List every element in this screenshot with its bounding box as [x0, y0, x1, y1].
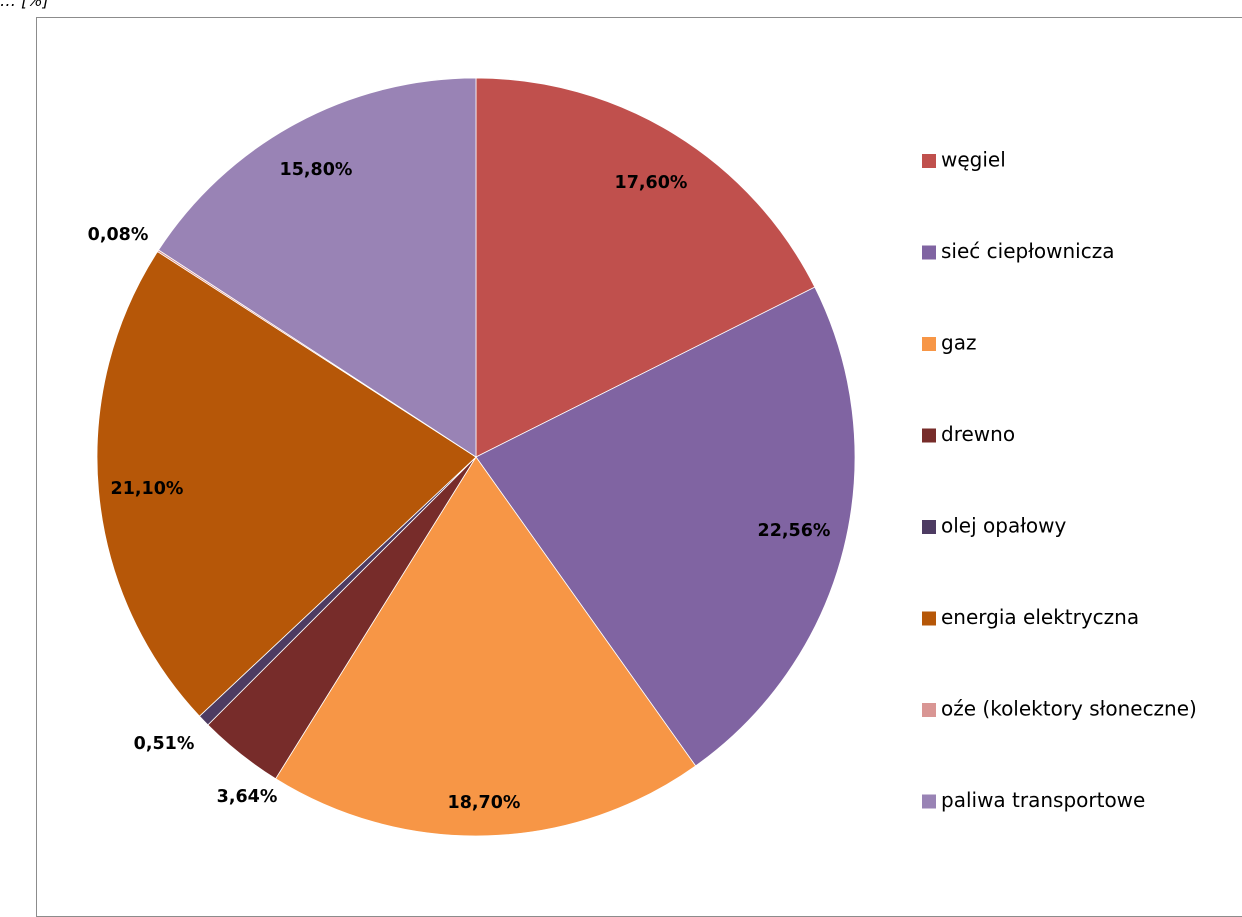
- data-label-paliwa-transportowe: 15,80%: [280, 160, 353, 180]
- pie-slices: [96, 77, 856, 837]
- pie-slice-paliwa-transportowe: [158, 77, 477, 458]
- legend-label-drewno: drewno: [941, 422, 1015, 446]
- legend-label-siec-cieplownicza: sieć ciepłownicza: [941, 239, 1114, 263]
- data-label-energia-elektryczna: 21,10%: [111, 479, 184, 499]
- legend-label-oze-kolektory-sloneczne: oźe (kolektory słoneczne): [941, 697, 1197, 721]
- legend-label-energia-elektryczna: energia elektryczna: [941, 605, 1139, 629]
- legend-swatch-oze-kolektory-sloneczne: [922, 703, 936, 717]
- data-label-oze-kolektory-sloneczne: 0,08%: [88, 225, 149, 245]
- data-label-gaz: 18,70%: [448, 793, 521, 813]
- pie-slice-siec-cieplownicza: [475, 286, 856, 767]
- legend-swatch-drewno: [922, 428, 936, 443]
- data-label-wegiel: 17,60%: [615, 173, 688, 193]
- pie-slice-energia-elektryczna: [96, 250, 477, 717]
- legend-swatch-siec-cieplownicza: [922, 245, 936, 260]
- legend-swatch-gaz: [922, 337, 936, 351]
- legend-swatch-olej-opalowy: [922, 520, 936, 534]
- legend-swatch-paliwa-transportowe: [922, 794, 936, 809]
- pie-slice-gaz: [275, 456, 697, 837]
- data-label-siec-cieplownicza: 22,56%: [758, 521, 831, 541]
- legend-swatch-wegiel: [922, 154, 936, 168]
- data-label-olej-opalowy: 0,51%: [134, 734, 195, 754]
- pie-slice-wegiel: [475, 77, 816, 458]
- legend-label-wegiel: węgiel: [941, 148, 1006, 172]
- legend: węgiel sieć ciepłownicza gaz drewno olej opa…: [922, 148, 1197, 812]
- data-labels: 17,60% 22,56% 18,70% 3,64% 0,51% 21,10% 0,08% 1…: [88, 160, 831, 813]
- legend-label-paliwa-transportowe: paliwa transportowe: [941, 788, 1145, 812]
- legend-label-olej-opalowy: olej opałowy: [941, 514, 1066, 538]
- chart-caption: … [%]: [0, 0, 49, 10]
- legend-label-gaz: gaz: [941, 331, 976, 355]
- data-label-drewno: 3,64%: [217, 787, 278, 807]
- legend-swatch-energia-elektryczna: [922, 611, 936, 626]
